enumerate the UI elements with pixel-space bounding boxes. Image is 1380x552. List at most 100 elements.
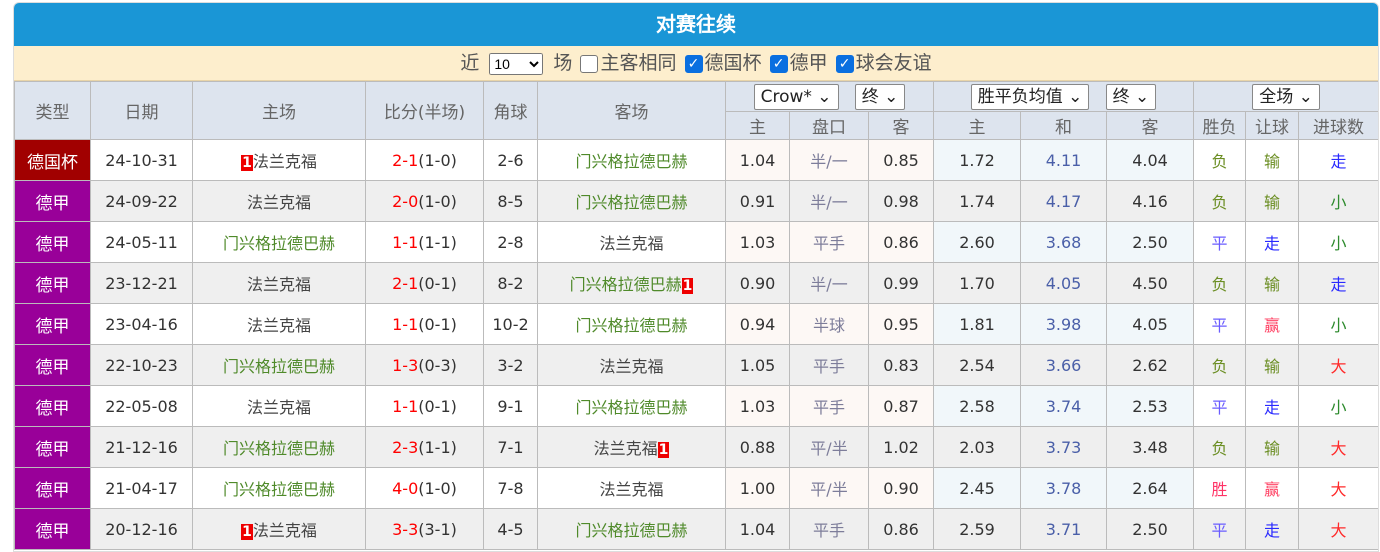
handicap-away-odds: 0.99 [883, 273, 919, 293]
home-team-link[interactable]: 门兴格拉德巴赫 [222, 439, 335, 458]
full-time-score: 2-1 [392, 273, 419, 293]
odds-cell: 平/半 [789, 467, 869, 509]
goals-result: 大 [1330, 521, 1347, 540]
odds-company-select[interactable]: 胜平负均值 ⌄ [970, 83, 1090, 110]
red-card-badge: 1 [241, 155, 253, 171]
away-team-link[interactable]: 门兴格拉德巴赫 [575, 521, 688, 540]
near-label: 近 [460, 52, 480, 74]
odds-cell: 平手 [789, 385, 869, 427]
league-checkbox-club-friendly[interactable]: ✓ [835, 54, 854, 73]
handicap-result: 输 [1264, 275, 1281, 294]
odds-cell: 2.53 [1106, 385, 1195, 427]
odds-cell: 平/半 [789, 426, 869, 468]
result-cell: 平 [1193, 385, 1247, 427]
range-select[interactable]: 全场 ⌄ [1252, 83, 1320, 110]
handicap-phase-select[interactable]: 终 ⌄ [854, 83, 906, 110]
match-count-select[interactable]: 10 [489, 52, 544, 75]
handicap-line: 半/一 [810, 193, 848, 212]
odds-cell: 3.98 [1020, 303, 1108, 345]
score-cell: 2-3(1-1) [365, 426, 484, 468]
match-date: 23-12-21 [105, 273, 178, 293]
match-date: 21-12-16 [105, 437, 178, 457]
table-row: 德国杯 24-10-31 1法兰克福 2-1(1-0) 2-6 门兴格拉德巴赫 1.04 半/… [14, 139, 1378, 181]
odds-cell: 4.11 [1020, 139, 1108, 181]
odds-cell: 3.73 [1020, 426, 1108, 468]
corner-score: 8-5 [497, 191, 524, 211]
goals-result: 小 [1330, 193, 1347, 212]
home-team-link[interactable]: 门兴格拉德巴赫 [222, 357, 335, 376]
full-time-score: 2-0 [392, 191, 419, 211]
subheader: 客 [1106, 111, 1195, 140]
handicap-line: 平手 [812, 521, 845, 540]
away-team-link[interactable]: 法兰克福 [593, 439, 658, 458]
handicap-away-odds: 0.90 [883, 478, 919, 498]
date-cell: 21-04-17 [90, 467, 193, 509]
match-type: 德甲 [35, 398, 70, 419]
col-type: 类型 [14, 81, 91, 140]
away-team-link[interactable]: 门兴格拉德巴赫 [575, 193, 688, 212]
away-team-link[interactable]: 门兴格拉德巴赫 [569, 275, 682, 294]
match-date: 24-10-31 [105, 150, 178, 170]
match-date: 22-05-08 [105, 396, 178, 416]
odds-cell: 4.16 [1106, 180, 1195, 222]
away-team-link[interactable]: 门兴格拉德巴赫 [575, 152, 688, 171]
home-team-link[interactable]: 法兰克福 [252, 521, 317, 540]
handicap-company-select[interactable]: Crow* ⌄ [753, 83, 839, 110]
handicap-home-odds: 1.03 [739, 232, 776, 252]
odds-cell: 1.74 [933, 180, 1022, 222]
selected-value: 终 [1112, 86, 1130, 107]
odds-cell: 3.71 [1020, 508, 1108, 550]
odds-phase-select[interactable]: 终 ⌄ [1105, 83, 1157, 110]
odds-cell: 2.45 [933, 467, 1022, 509]
date-cell: 22-05-08 [90, 385, 193, 427]
result: 胜 [1211, 480, 1228, 499]
league-checkbox-dfb-pokal[interactable]: ✓ [684, 54, 703, 73]
home-cell: 门兴格拉德巴赫 [192, 221, 366, 263]
goals-result-cell: 大 [1298, 426, 1378, 468]
result-cell: 负 [1193, 180, 1247, 222]
away-team-link[interactable]: 法兰克福 [599, 357, 664, 376]
away-cell: 法兰克福1 [537, 426, 726, 468]
red-card-badge: 1 [241, 524, 253, 540]
corner-score: 8-2 [497, 273, 524, 293]
away-team-link[interactable]: 门兴格拉德巴赫 [575, 316, 688, 335]
home-team-link[interactable]: 法兰克福 [246, 193, 311, 212]
same-home-away-checkbox[interactable] [580, 54, 599, 73]
draw-odds: 4.11 [1045, 150, 1082, 170]
goals-result: 大 [1330, 480, 1347, 499]
away-win-odds: 2.53 [1132, 396, 1168, 416]
handicap-away-odds: 0.87 [883, 396, 919, 416]
score-cell: 1-3(0-3) [365, 344, 484, 386]
away-team-link[interactable]: 法兰克福 [599, 480, 664, 499]
odds-cell: 0.87 [867, 385, 935, 427]
away-team-link[interactable]: 法兰克福 [599, 234, 664, 253]
away-cell: 门兴格拉德巴赫 [537, 139, 726, 181]
match-type: 德甲 [35, 439, 70, 460]
chevron-down-icon: ⌄ [1298, 86, 1313, 107]
result-cell: 平 [1193, 303, 1247, 345]
handicap-result-cell: 走 [1245, 221, 1300, 263]
home-team-link[interactable]: 门兴格拉德巴赫 [222, 480, 335, 499]
home-team-link[interactable]: 法兰克福 [246, 316, 311, 335]
home-team-link[interactable]: 法兰克福 [246, 275, 311, 294]
league-label: 德国杯 [704, 52, 762, 74]
league-checkbox-bundesliga[interactable]: ✓ [769, 54, 788, 73]
home-team-link[interactable]: 法兰克福 [252, 152, 317, 171]
away-team-link[interactable]: 门兴格拉德巴赫 [575, 398, 688, 417]
goals-result-cell: 小 [1298, 180, 1378, 222]
full-time-score: 2-1 [392, 150, 419, 170]
home-team-link[interactable]: 门兴格拉德巴赫 [222, 234, 335, 253]
half-time-score: (3-1) [418, 519, 457, 539]
odds-cell: 2.60 [933, 221, 1022, 263]
odds-cell: 4.50 [1106, 262, 1195, 304]
home-win-odds: 2.59 [959, 519, 995, 539]
home-cell: 1法兰克福 [192, 508, 366, 550]
home-team-link[interactable]: 法兰克福 [246, 398, 311, 417]
odds-cell: 平手 [789, 508, 869, 550]
subheader: 让球 [1245, 111, 1300, 140]
home-win-odds: 2.03 [959, 437, 995, 457]
draw-odds: 3.66 [1045, 355, 1082, 375]
col-date: 日期 [90, 81, 193, 140]
draw-odds: 3.98 [1045, 314, 1082, 334]
home-win-odds: 1.74 [959, 191, 995, 211]
